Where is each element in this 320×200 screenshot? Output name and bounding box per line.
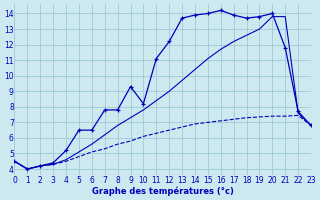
X-axis label: Graphe des températures (°c): Graphe des températures (°c)	[92, 186, 234, 196]
